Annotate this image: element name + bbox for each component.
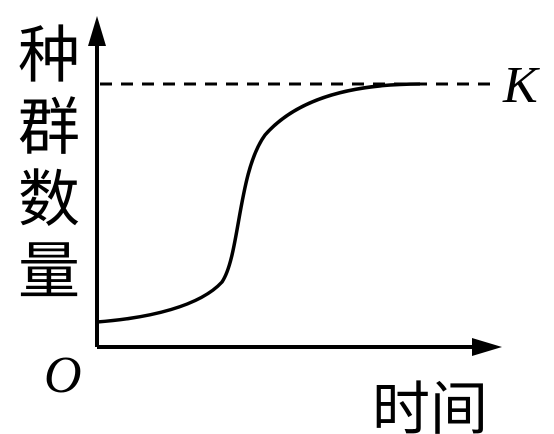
k-label: K [502,57,540,114]
x-axis-label: 时间 [372,375,489,434]
growth-curve [96,82,421,324]
y-axis-label: 种群数量 [7,22,80,310]
origin-label: O [44,347,82,404]
x-axis-arrow [472,338,502,356]
y-axis-arrow [88,16,106,46]
